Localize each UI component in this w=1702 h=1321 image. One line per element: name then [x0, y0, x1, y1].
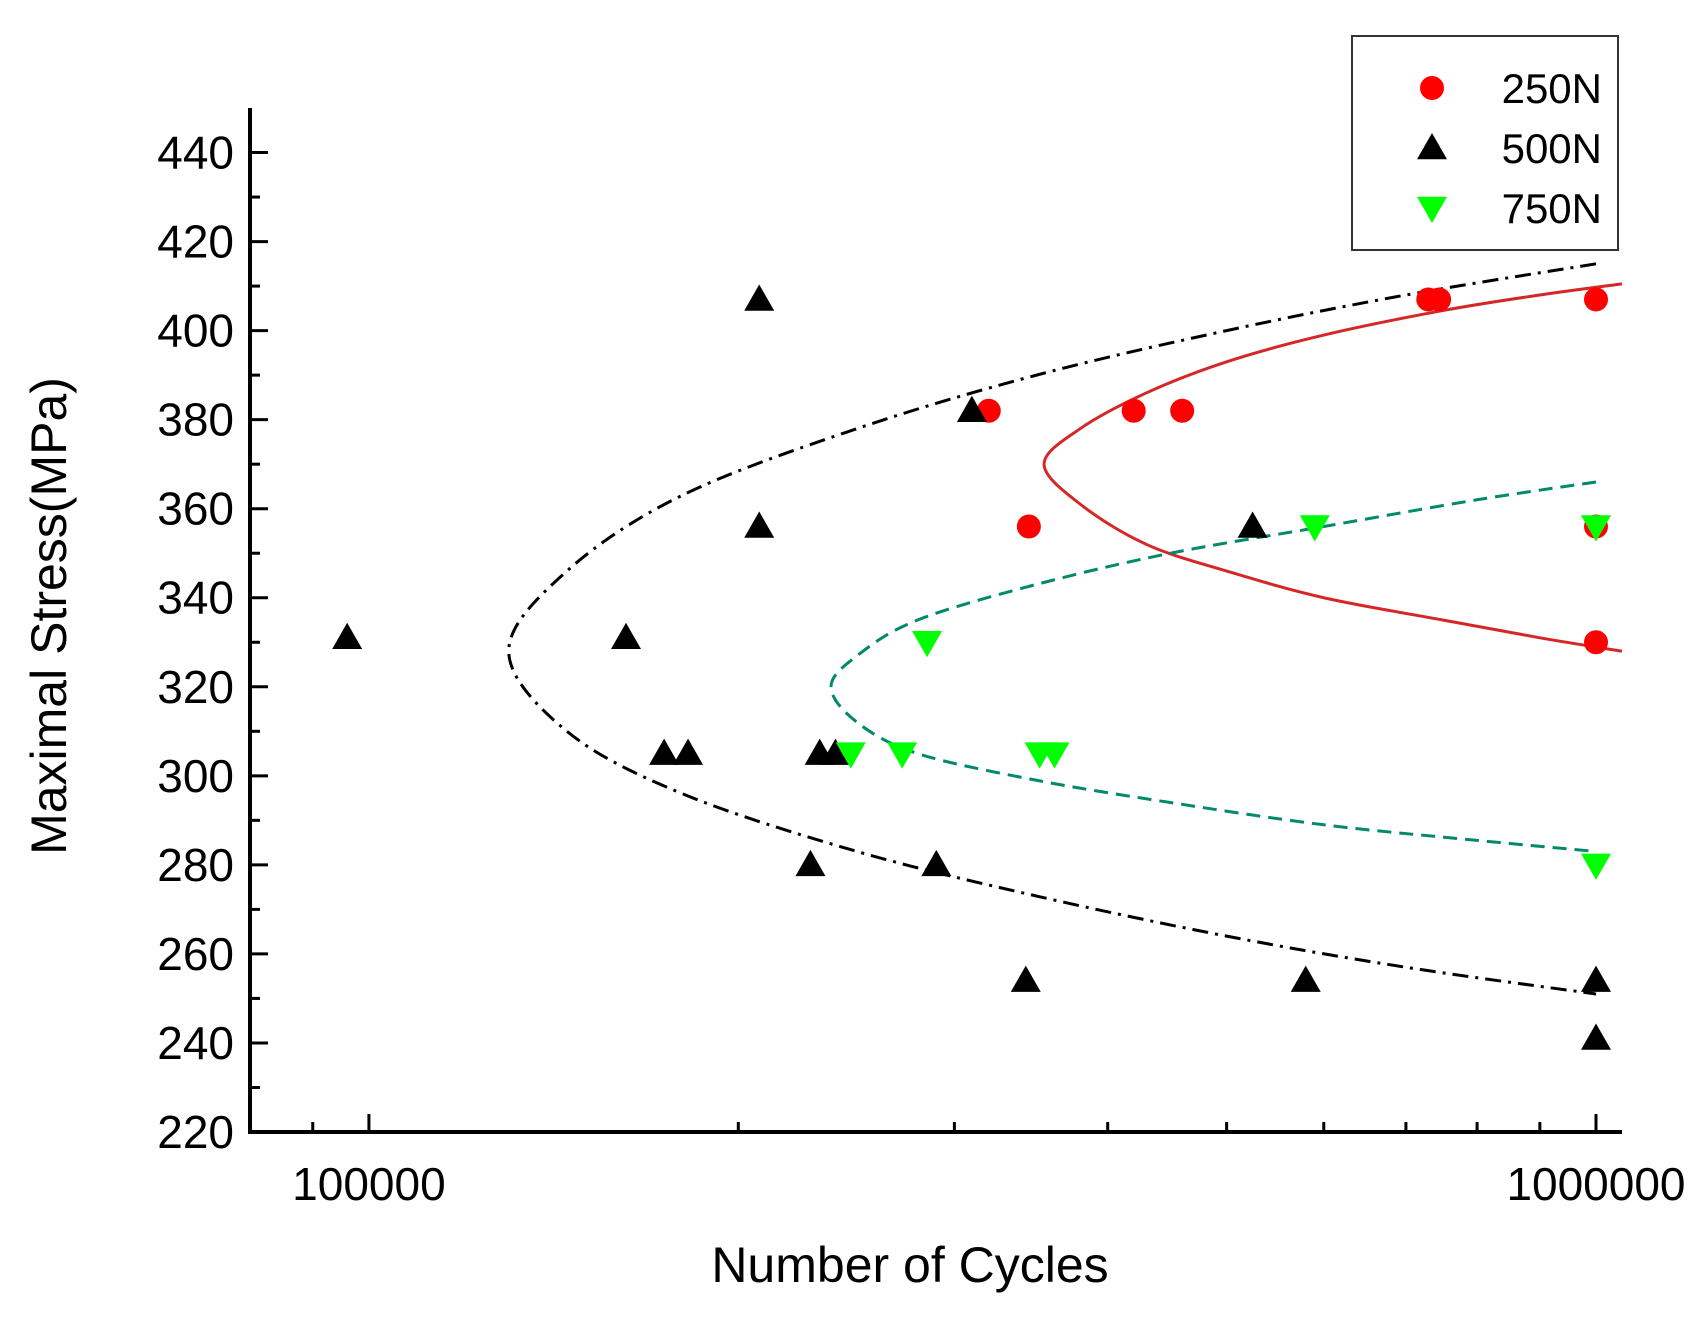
data-points-layer	[332, 284, 1611, 1050]
y-tick-label: 400	[157, 305, 234, 357]
data-point-500n	[921, 849, 952, 877]
fit-curve-750n	[829, 480, 1597, 854]
x-tick-label: 100000	[292, 1158, 446, 1210]
y-tick-label: 280	[157, 839, 234, 891]
data-point-750n	[1299, 515, 1330, 542]
y-tick-label: 380	[157, 394, 234, 446]
y-tick-label: 220	[157, 1106, 234, 1158]
data-point-250n	[1170, 398, 1195, 423]
data-point-500n	[649, 738, 680, 765]
data-point-500n	[1290, 965, 1321, 992]
legend-label-500n: 500N	[1502, 125, 1602, 172]
x-axis-title: Number of Cycles	[711, 1237, 1108, 1293]
y-tick-label: 440	[157, 127, 234, 179]
data-point-500n	[956, 395, 987, 422]
legend-label-750n: 750N	[1502, 185, 1602, 232]
y-tick-label: 420	[157, 216, 234, 268]
data-point-500n	[611, 622, 642, 650]
fit-curves-layer	[507, 262, 1623, 996]
series-500n	[332, 284, 1611, 1050]
y-tick-label: 320	[157, 661, 234, 713]
data-point-750n	[887, 742, 918, 769]
data-point-500n	[744, 511, 775, 538]
data-point-250n	[1583, 630, 1608, 655]
y-tick-label: 300	[157, 750, 234, 802]
legend-box	[1351, 35, 1619, 251]
data-point-500n	[332, 622, 363, 650]
data-point-500n	[1580, 965, 1611, 992]
axes-layer: 220 240 260 280 300 320 340 360 380 400 420 440 1000…	[157, 108, 1686, 1210]
data-point-500n	[820, 738, 851, 765]
data-point-500n	[744, 284, 775, 311]
series-750n	[835, 515, 1611, 880]
data-point-750n	[1580, 853, 1611, 880]
data-point-250n	[1016, 514, 1041, 539]
y-axis-title: Maximal Stress(MPa)	[21, 377, 77, 855]
y-tick-label: 240	[157, 1017, 234, 1069]
fit-curve-250n	[1042, 282, 1623, 653]
x-tick-label: 1000000	[1506, 1158, 1685, 1210]
data-point-500n	[795, 849, 826, 877]
legend-marker-250n	[1420, 76, 1444, 100]
data-point-500n	[673, 738, 704, 765]
data-point-750n	[1039, 742, 1070, 769]
legend: 250N 500N 750N	[1351, 35, 1619, 251]
data-point-500n	[1010, 965, 1041, 992]
legend-label-250n: 250N	[1502, 65, 1602, 112]
y-tick-label: 260	[157, 928, 234, 980]
data-point-250n	[1121, 398, 1146, 423]
y-tick-label: 360	[157, 483, 234, 535]
data-point-250n	[1583, 287, 1608, 312]
data-point-500n	[1237, 511, 1268, 538]
data-point-250n	[1427, 287, 1452, 312]
legend-marker-750n	[1417, 196, 1447, 223]
data-point-750n	[835, 742, 866, 769]
data-point-750n	[912, 631, 943, 658]
y-tick-label: 340	[157, 572, 234, 624]
legend-marker-500n	[1417, 133, 1447, 160]
data-point-500n	[1580, 1023, 1611, 1050]
data-point-750n	[1580, 515, 1611, 542]
